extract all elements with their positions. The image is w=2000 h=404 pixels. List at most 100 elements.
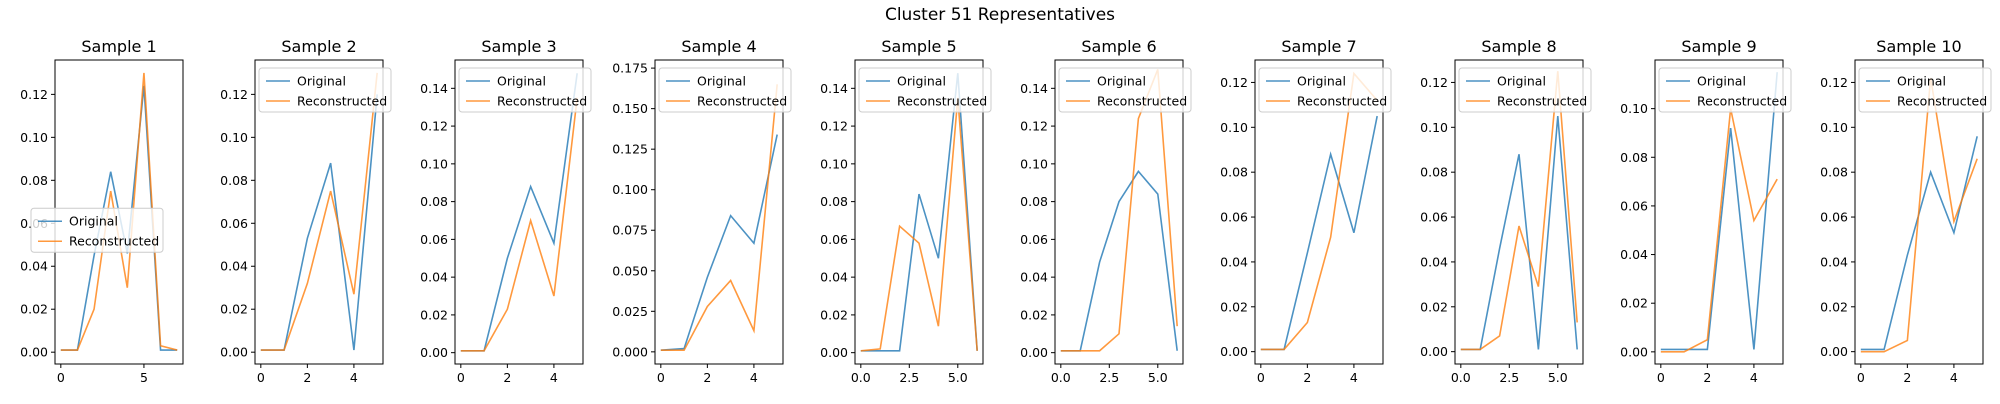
y-tick-label: 0.12 xyxy=(420,119,448,134)
axes-frame xyxy=(1254,59,1384,365)
y-tick-label: 0.08 xyxy=(1620,150,1648,165)
x-tick-label: 4 xyxy=(750,370,758,385)
y-tick-label: 0.04 xyxy=(1420,254,1448,269)
legend: Original Reconstructed xyxy=(1258,67,1392,113)
legend-label: Reconstructed xyxy=(897,94,987,109)
y-tick-label: 0.08 xyxy=(420,194,448,209)
series-line-reconstructed xyxy=(660,84,778,352)
y-tick-label: 0.10 xyxy=(1020,156,1048,171)
y-tick-label: 0.08 xyxy=(820,194,848,209)
y-tick-label: 0.00 xyxy=(1820,344,1848,359)
x-tick-label: 0 xyxy=(1257,370,1265,385)
axes-frame xyxy=(654,59,784,365)
legend-label: Original xyxy=(1497,74,1546,89)
x-tick-label: 0.0 xyxy=(851,370,871,385)
y-tick-label: 0.04 xyxy=(1220,254,1248,269)
y-tick-label: 0.06 xyxy=(1220,210,1248,225)
subplot-title: Sample 6 xyxy=(1081,37,1156,56)
x-tick-label: 0 xyxy=(1657,370,1665,385)
legend: Original Reconstructed xyxy=(30,207,164,253)
subplot-title: Sample 7 xyxy=(1281,37,1356,56)
x-tick-label: 5.0 xyxy=(1548,370,1568,385)
y-tick-label: 0.00 xyxy=(1620,344,1648,359)
y-tick-label: 0.00 xyxy=(1220,344,1248,359)
y-tick-label: 0.050 xyxy=(612,263,648,278)
y-tick-label: 0.10 xyxy=(420,156,448,171)
y-tick-label: 0.10 xyxy=(20,130,48,145)
x-tick-label: 5 xyxy=(140,370,148,385)
x-tick-label: 2 xyxy=(703,370,711,385)
subplot-title: Sample 10 xyxy=(1876,37,1961,56)
y-tick-label: 0.10 xyxy=(1420,120,1448,135)
legend-label: Original xyxy=(1697,74,1746,89)
y-tick-label: 0.02 xyxy=(1820,299,1848,314)
legend: Original Reconstructed xyxy=(1458,67,1592,113)
legend-label: Original xyxy=(1297,74,1346,89)
x-tick-label: 2 xyxy=(303,370,311,385)
x-tick-label: 5.0 xyxy=(1148,370,1168,385)
legend-label: Reconstructed xyxy=(1897,94,1987,109)
y-tick-label: 0.100 xyxy=(612,182,648,197)
y-tick-label: 0.14 xyxy=(1020,81,1048,96)
subplot-sample-10: Sample 10 0.00 0.02 0.04 0.06 0.08 0.10 0.12 0 2 4… xyxy=(1820,37,1992,385)
y-tick-label: 0.10 xyxy=(220,130,248,145)
legend-box xyxy=(1058,67,1192,113)
legend-label: Reconstructed xyxy=(497,94,587,109)
legend-label: Original xyxy=(297,74,346,89)
y-tick-label: 0.12 xyxy=(220,87,248,102)
x-tick-label: 0.0 xyxy=(1451,370,1471,385)
x-tick-label: 4 xyxy=(1750,370,1758,385)
y-tick-label: 0.04 xyxy=(1620,247,1648,262)
axes-frame xyxy=(1654,59,1784,365)
y-tick-label: 0.150 xyxy=(612,101,648,116)
x-tick-label: 5.0 xyxy=(948,370,968,385)
x-tick-label: 4 xyxy=(1350,370,1358,385)
subplot-sample-1: Sample 10.000.020.040.060.080.100.1205Or… xyxy=(20,37,184,385)
legend-label: Original xyxy=(1897,74,1946,89)
y-tick-label: 0.04 xyxy=(20,259,48,274)
subplot-sample-2: Sample 2 0.00 0.02 0.04 0.06 0.08 0.10 0.12 0 2 4 O… xyxy=(220,37,392,385)
subplot-title: Sample 8 xyxy=(1481,37,1556,56)
y-tick-label: 0.04 xyxy=(1020,270,1048,285)
y-tick-label: 0.04 xyxy=(1820,254,1848,269)
subplot-sample-7: Sample 7 0.00 0.02 0.04 0.06 0.08 0.10 0.12 0 2 4 O… xyxy=(1220,37,1392,385)
x-tick-label: 2 xyxy=(1703,370,1711,385)
series-line-original xyxy=(1660,72,1778,351)
y-tick-label: 0.075 xyxy=(612,223,648,238)
y-tick-label: 0.10 xyxy=(1820,120,1848,135)
x-tick-label: 2.5 xyxy=(1099,370,1119,385)
subplot-title: Sample 2 xyxy=(281,37,356,56)
legend-label: Reconstructed xyxy=(1697,94,1787,109)
x-tick-label: 2 xyxy=(503,370,511,385)
x-tick-label: 2 xyxy=(1903,370,1911,385)
axes-frame xyxy=(1454,59,1584,365)
y-tick-label: 0.06 xyxy=(1620,198,1648,213)
y-tick-label: 0.10 xyxy=(1620,101,1648,116)
legend-label: Original xyxy=(69,214,118,229)
x-tick-label: 0 xyxy=(457,370,465,385)
subplot-title: Sample 3 xyxy=(481,37,556,56)
legend: Original Reconstructed xyxy=(858,67,992,113)
y-tick-label: 0.12 xyxy=(1020,119,1048,134)
x-tick-label: 2 xyxy=(1303,370,1311,385)
legend-label: Reconstructed xyxy=(297,94,387,109)
y-tick-label: 0.02 xyxy=(1620,296,1648,311)
axes-frame xyxy=(854,59,984,365)
y-tick-label: 0.02 xyxy=(1420,299,1448,314)
legend-box xyxy=(458,67,592,113)
subplot-sample-5: Sample 5 0.00 0.02 0.04 0.06 0.08 0.10 0.12 0.14… xyxy=(820,37,992,385)
subplot-sample-9: Sample 9 0.00 0.02 0.04 0.06 0.08 0.10 0 2 4 Origi… xyxy=(1620,37,1792,385)
x-tick-label: 0 xyxy=(257,370,265,385)
y-tick-label: 0.06 xyxy=(420,232,448,247)
y-tick-label: 0.02 xyxy=(220,302,248,317)
y-tick-label: 0.08 xyxy=(1820,165,1848,180)
legend-label: Reconstructed xyxy=(697,94,787,109)
axes-frame xyxy=(254,59,384,365)
subplot-title: Sample 1 xyxy=(81,37,156,56)
x-tick-label: 0.0 xyxy=(1051,370,1071,385)
legend-box xyxy=(30,207,164,253)
legend-box xyxy=(1858,67,1992,113)
axes-frame xyxy=(1854,59,1984,365)
subplot-title: Sample 5 xyxy=(881,37,956,56)
